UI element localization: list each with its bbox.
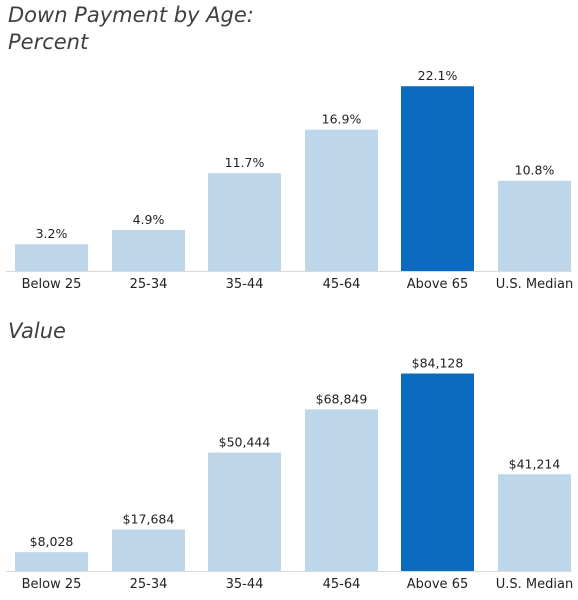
data-label: $50,444	[219, 435, 271, 450]
chart-title-percent: Down Payment by Age: Percent	[8, 2, 254, 56]
data-label: 10.8%	[515, 163, 555, 178]
bar	[112, 529, 185, 571]
bar	[401, 86, 474, 271]
bar	[498, 474, 571, 571]
bar	[305, 129, 378, 271]
bar	[15, 244, 88, 271]
data-label: $41,214	[509, 456, 561, 471]
data-label: $17,684	[123, 511, 175, 526]
data-label: $68,849	[316, 391, 368, 406]
data-label: 3.2%	[36, 226, 68, 241]
category-label: U.S. Median	[496, 277, 573, 292]
bar	[208, 173, 281, 271]
bar	[208, 452, 281, 571]
category-label: Above 65	[407, 277, 468, 292]
category-label: 25-34	[130, 577, 168, 592]
category-label: 35-44	[226, 577, 264, 592]
chart-title-line1: Down Payment by Age:	[8, 3, 254, 27]
category-label: 45-64	[323, 577, 361, 592]
bar	[15, 552, 88, 571]
data-label: $84,128	[412, 356, 464, 371]
category-label: 45-64	[323, 277, 361, 292]
category-label: 35-44	[226, 277, 264, 292]
bar	[401, 373, 474, 571]
chart-title-value: Value	[8, 319, 66, 343]
bar	[112, 230, 185, 271]
data-label: 22.1%	[418, 68, 458, 83]
bar	[498, 180, 571, 271]
category-label: Above 65	[407, 577, 468, 592]
bar	[305, 409, 378, 571]
category-label: Below 25	[22, 277, 82, 292]
category-label: 25-34	[130, 277, 168, 292]
category-label: U.S. Median	[496, 577, 573, 592]
data-label: 11.7%	[225, 155, 265, 170]
data-label: 4.9%	[133, 212, 165, 227]
category-label: Below 25	[22, 577, 82, 592]
data-label: 16.9%	[322, 112, 362, 127]
chart-title-line2: Percent	[8, 30, 89, 54]
data-label: $8,028	[30, 534, 74, 549]
